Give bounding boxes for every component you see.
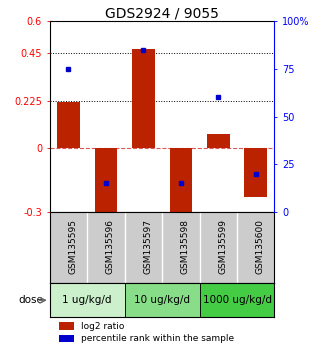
Bar <box>59 335 74 342</box>
Text: 1000 ug/kg/d: 1000 ug/kg/d <box>203 295 272 305</box>
Title: GDS2924 / 9055: GDS2924 / 9055 <box>105 6 219 20</box>
Bar <box>125 283 200 317</box>
Bar <box>207 133 230 148</box>
Text: GSM135597: GSM135597 <box>143 219 152 274</box>
Bar <box>50 283 125 317</box>
Bar <box>245 148 267 197</box>
Bar <box>200 283 274 317</box>
Text: dose: dose <box>18 295 43 305</box>
Text: GSM135596: GSM135596 <box>106 219 115 274</box>
Text: GSM135599: GSM135599 <box>218 219 227 274</box>
Text: GSM135595: GSM135595 <box>68 219 77 274</box>
Bar <box>132 49 155 148</box>
Bar <box>57 102 80 148</box>
Bar <box>169 148 192 218</box>
Text: log2 ratio: log2 ratio <box>81 321 125 331</box>
Bar <box>95 148 117 216</box>
Text: 10 ug/kg/d: 10 ug/kg/d <box>134 295 190 305</box>
Text: GSM135598: GSM135598 <box>181 219 190 274</box>
Text: GSM135600: GSM135600 <box>256 219 265 274</box>
Bar <box>59 322 74 330</box>
Text: 1 ug/kg/d: 1 ug/kg/d <box>63 295 112 305</box>
Text: percentile rank within the sample: percentile rank within the sample <box>81 335 234 343</box>
